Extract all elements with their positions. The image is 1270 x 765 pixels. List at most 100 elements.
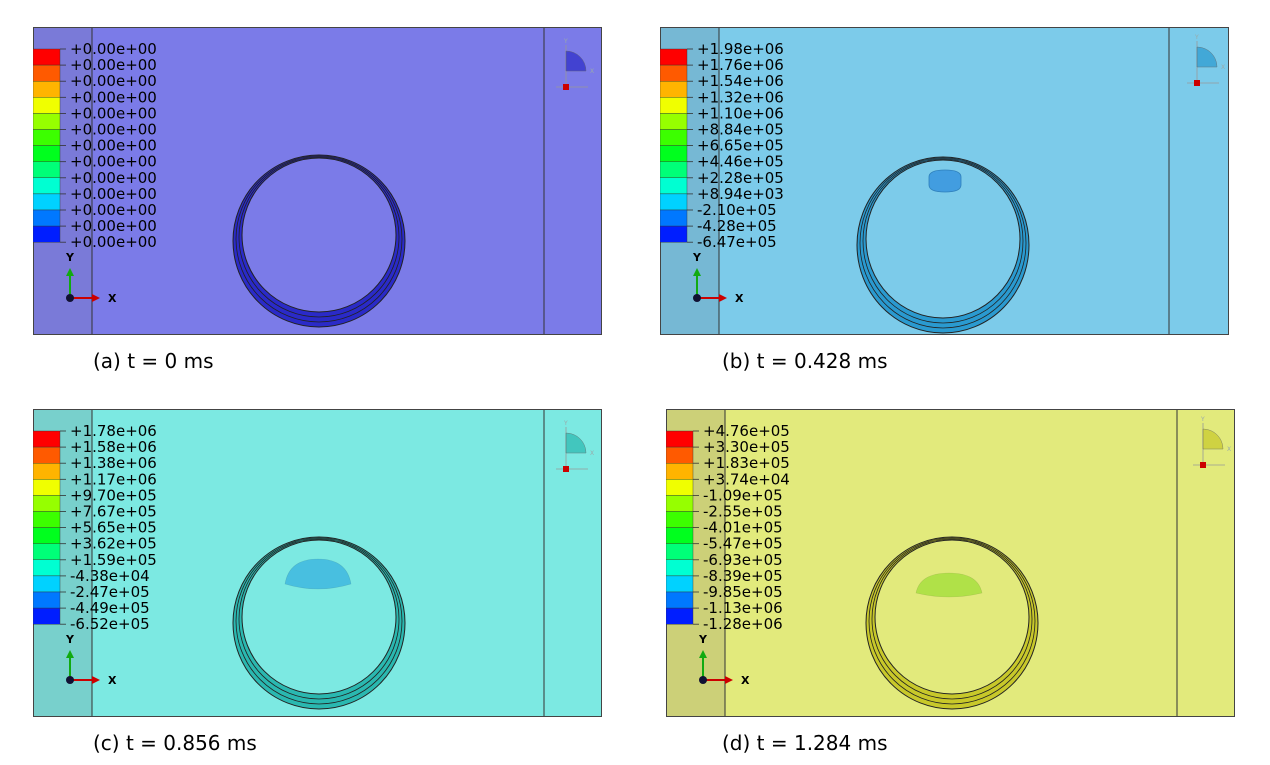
legend-band bbox=[666, 527, 694, 544]
legend-band bbox=[666, 607, 694, 625]
legend-value: -5.47e+05 bbox=[703, 535, 783, 553]
triad-y-label: Y bbox=[1194, 34, 1199, 41]
legend-band bbox=[666, 495, 694, 512]
legend-band bbox=[660, 209, 688, 227]
view-triad: YX bbox=[1187, 34, 1225, 86]
x-axis-arrowhead bbox=[719, 294, 727, 302]
legend-band bbox=[660, 193, 688, 211]
legend-value: -9.85e+05 bbox=[703, 583, 783, 601]
contour-legend: +4.76e+05+3.30e+05+1.83e+05+3.74e+04-1.0… bbox=[666, 422, 790, 633]
triad-quadrant bbox=[1202, 428, 1224, 450]
legend-value: +2.28e+05 bbox=[697, 169, 784, 187]
caption-d: (d) t = 1.284 ms bbox=[722, 731, 888, 755]
contour-plot-a: +0.00e+00+0.00e+00+0.00e+00+0.00e+00+0.0… bbox=[33, 27, 602, 335]
legend-value: -6.47e+05 bbox=[697, 233, 777, 251]
contour-panel-b: +1.98e+06 +1.76e+06 +1.54e+06 +1.32e+06 +1.1… bbox=[660, 27, 1229, 335]
caption-a: (a) t = 0 ms bbox=[93, 349, 214, 373]
vapor-bubble bbox=[928, 169, 962, 193]
legend-value: -4.49e+05 bbox=[70, 599, 150, 617]
legend-value: +0.00e+00 bbox=[70, 233, 157, 251]
legend-band bbox=[660, 145, 688, 162]
legend-band bbox=[33, 463, 61, 480]
ring-line bbox=[859, 157, 1027, 329]
legend-band bbox=[660, 81, 688, 98]
legend-band bbox=[33, 193, 61, 211]
x-axis-arrowhead bbox=[725, 676, 733, 684]
legend-value: +8.94e+03 bbox=[697, 185, 784, 203]
legend-value: +1.58e+06 bbox=[70, 438, 157, 456]
vapor-bubble bbox=[915, 572, 983, 598]
legend-band bbox=[33, 607, 61, 625]
view-triad: YX bbox=[556, 420, 594, 472]
legend-value: -4.28e+05 bbox=[697, 217, 777, 235]
legend-value: -8.39e+05 bbox=[703, 567, 783, 585]
triad-quadrant bbox=[565, 50, 587, 72]
legend-value: -4.01e+05 bbox=[703, 519, 783, 537]
legend-band bbox=[33, 209, 61, 227]
caption-c: (c) t = 0.856 ms bbox=[93, 731, 257, 755]
legend-value: +1.98e+06 bbox=[697, 40, 784, 58]
legend-band bbox=[666, 446, 694, 464]
legend-value: +6.65e+05 bbox=[697, 137, 784, 155]
legend-value: +3.74e+04 bbox=[703, 470, 790, 488]
view-triad: YX bbox=[556, 38, 594, 90]
triad-x-label: X bbox=[1221, 64, 1225, 71]
legend-band bbox=[33, 495, 61, 512]
contour-panel-c: +1.78e+06 +1.58e+06 +1.38e+06 +1.17e+06 +9.7… bbox=[33, 409, 602, 717]
triad-origin bbox=[563, 466, 569, 472]
y-axis-label: Y bbox=[65, 251, 75, 264]
legend-band bbox=[33, 559, 61, 577]
contour-legend: +0.00e+00+0.00e+00+0.00e+00+0.00e+00+0.0… bbox=[33, 40, 157, 251]
legend-band bbox=[660, 97, 688, 114]
legend-value: +1.38e+06 bbox=[70, 454, 157, 472]
legend-band bbox=[33, 64, 61, 82]
legend-value: -6.93e+05 bbox=[703, 551, 783, 569]
legend-value: -2.55e+05 bbox=[703, 503, 783, 521]
caption-b: (b) t = 0.428 ms bbox=[722, 349, 888, 373]
x-axis-arrowhead bbox=[92, 294, 100, 302]
coordinate-axes: XY bbox=[698, 633, 750, 687]
ring-line bbox=[235, 537, 403, 705]
legend-value: +9.70e+05 bbox=[70, 486, 157, 504]
legend-band bbox=[33, 129, 61, 146]
legend-value: +0.00e+00 bbox=[70, 169, 157, 187]
contour-legend: +1.78e+06+1.58e+06+1.38e+06+1.17e+06+9.7… bbox=[33, 422, 157, 633]
legend-value: +1.17e+06 bbox=[70, 470, 157, 488]
triad-x-label: X bbox=[590, 68, 594, 75]
view-triad: YX bbox=[1193, 416, 1231, 468]
legend-band bbox=[33, 575, 61, 593]
y-axis-label: Y bbox=[698, 633, 708, 646]
tube-ring bbox=[865, 536, 1039, 710]
triad-quadrant bbox=[565, 432, 587, 454]
legend-value: +0.00e+00 bbox=[70, 201, 157, 219]
ring-inner bbox=[874, 539, 1030, 695]
legend-band bbox=[666, 591, 694, 609]
y-axis-arrowhead bbox=[66, 268, 74, 276]
triad-origin bbox=[1194, 80, 1200, 86]
contour-panel-a: +0.00e+00 +0.00e+00 +0.00e+00 +0.00e+00 +0.0… bbox=[33, 27, 602, 335]
legend-value: -2.10e+05 bbox=[697, 201, 777, 219]
x-axis-label: X bbox=[741, 674, 750, 687]
y-axis-arrowhead bbox=[699, 650, 707, 658]
coordinate-axes: XY bbox=[692, 251, 744, 305]
legend-value: +5.65e+05 bbox=[70, 519, 157, 537]
legend-value: +3.30e+05 bbox=[703, 438, 790, 456]
legend-value: +1.59e+05 bbox=[70, 551, 157, 569]
vapor-bubble bbox=[284, 558, 352, 590]
legend-band bbox=[33, 543, 61, 560]
triad-origin bbox=[563, 84, 569, 90]
legend-value: +1.54e+06 bbox=[697, 72, 784, 90]
legend-band bbox=[660, 64, 688, 82]
legend-band bbox=[666, 430, 694, 448]
legend-band bbox=[33, 591, 61, 609]
axis-origin bbox=[66, 676, 74, 684]
coordinate-axes: XY bbox=[65, 633, 117, 687]
legend-value: +7.67e+05 bbox=[70, 503, 157, 521]
tube-ring bbox=[232, 536, 406, 710]
axis-origin bbox=[699, 676, 707, 684]
triad-y-label: Y bbox=[1200, 416, 1205, 423]
legend-value: +8.84e+05 bbox=[697, 121, 784, 139]
triad-x-label: X bbox=[1227, 446, 1231, 453]
legend-band bbox=[660, 113, 688, 130]
legend-band bbox=[666, 575, 694, 593]
